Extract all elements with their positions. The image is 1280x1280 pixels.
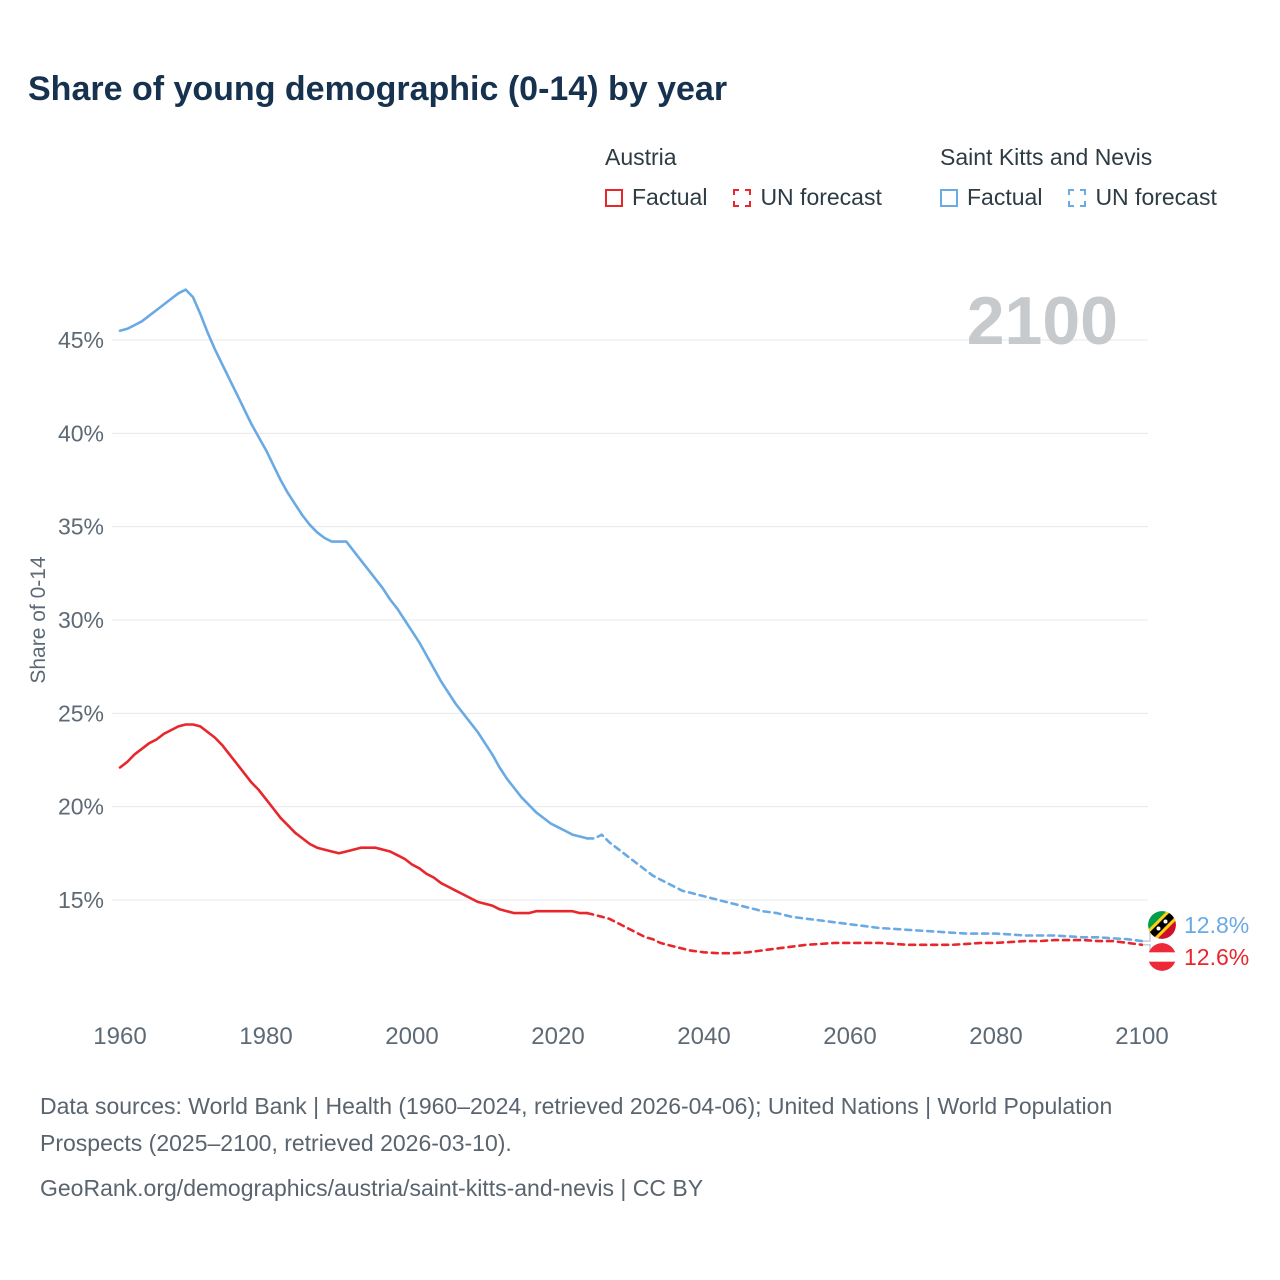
y-tick-label: 20% — [58, 794, 104, 820]
x-tick-label: 1960 — [93, 1023, 146, 1050]
end-label-saint-kitts: 12.8% — [1148, 911, 1249, 939]
legend-group-austria-name: Austria — [605, 144, 677, 170]
legend-items-saint-kitts: Factual UN forecast — [940, 184, 1217, 211]
chart-footer: Data sources: World Bank | Health (1960–… — [40, 1088, 1136, 1214]
x-tick-label: 2000 — [385, 1023, 438, 1050]
legend-item-label: UN forecast — [1095, 184, 1217, 210]
data-sources-text: Data sources: World Bank | Health (1960–… — [40, 1093, 1113, 1156]
x-tick-label: 2100 — [1115, 1023, 1168, 1050]
y-tick-label: 45% — [58, 327, 104, 353]
legend-group-austria: Austria Factual UN forecast — [605, 144, 882, 211]
legend-item-label: UN forecast — [760, 184, 882, 210]
legend-group-saint-kitts-name: Saint Kitts and Nevis — [940, 144, 1153, 170]
dashed-swatch-icon — [733, 188, 752, 207]
x-tick-label: 2020 — [531, 1023, 584, 1050]
series-line-austria-forecast — [585, 911, 1144, 955]
watermark-year: 2100 — [967, 283, 1118, 359]
y-tick-label: 25% — [58, 700, 104, 726]
solid-swatch-icon — [940, 188, 958, 207]
end-label-value: 12.6% — [1184, 943, 1250, 970]
legend-item-saint-kitts-forecast[interactable]: UN forecast — [1068, 184, 1217, 211]
series-line-austria-factual — [118, 723, 589, 915]
y-tick-label: 35% — [58, 514, 104, 540]
x-tick-label: 1980 — [239, 1023, 292, 1050]
legend-item-label: Factual — [967, 184, 1043, 210]
y-tick-label: 30% — [58, 607, 104, 633]
x-tick-label: 2040 — [677, 1023, 730, 1050]
x-tick-label: 2060 — [823, 1023, 876, 1050]
end-label-austria: 12.6% — [1148, 943, 1249, 971]
legend-group-saint-kitts: Saint Kitts and Nevis Factual UN forecas… — [940, 144, 1217, 211]
legend-item-austria-forecast[interactable]: UN forecast — [733, 184, 882, 211]
series-line-saint-kitts-and-nevis-forecast — [585, 833, 1144, 943]
solid-swatch-icon — [605, 188, 623, 207]
dashed-swatch-icon — [1068, 188, 1087, 207]
end-label-value: 12.8% — [1184, 911, 1250, 938]
series-line-saint-kitts-and-nevis-factual — [118, 288, 589, 840]
saint-kitts-and-nevis-flag-icon — [1148, 911, 1176, 939]
chart-title: Share of young demographic (0-14) by yea… — [28, 70, 728, 108]
legend-item-austria-factual[interactable]: Factual — [605, 184, 707, 211]
y-axis-title: Share of 0-14 — [27, 556, 50, 684]
y-tick-label: 40% — [58, 420, 104, 446]
legend-item-saint-kitts-factual[interactable]: Factual — [940, 184, 1042, 211]
x-tick-label: 2080 — [969, 1023, 1022, 1050]
y-tick-label: 15% — [58, 887, 104, 913]
legend-item-label: Factual — [632, 184, 708, 210]
attribution-text: GeoRank.org/demographics/austria/saint-k… — [40, 1174, 704, 1201]
austria-flag-icon — [1148, 943, 1176, 971]
legend-items-austria: Factual UN forecast — [605, 184, 882, 211]
